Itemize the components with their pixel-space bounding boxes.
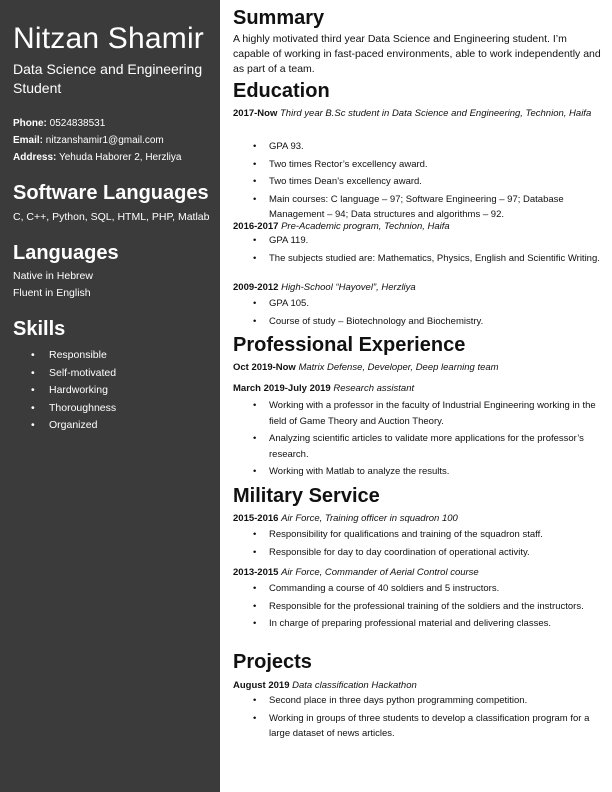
skill-item: Hardworking: [13, 382, 116, 400]
experience-bullets: Working with a professor in the faculty …: [233, 398, 605, 482]
project-entry-header: August 2019 Data classification Hackatho…: [233, 678, 605, 694]
entry-title: High-School “Hayovel”, Herzliya: [281, 282, 416, 293]
entry-date: August 2019: [233, 680, 290, 691]
address-value: Yehuda Haborer 2, Herzliya: [58, 152, 182, 163]
entry-title: Air Force, Training officer in squadron …: [281, 513, 458, 524]
contact-address: Address: Yehuda Haborer 2, Herzliya: [13, 149, 181, 166]
skill-item: Self-motivated: [13, 365, 116, 383]
bullet-item: Two times Rector’s excellency award.: [233, 157, 605, 173]
experience-entry-header: Oct 2019-Now Matrix Defense, Developer, …: [233, 360, 605, 376]
candidate-name: Nitzan Shamir: [13, 22, 204, 55]
bullet-item: Commanding a course of 40 soldiers and 5…: [233, 581, 605, 597]
entry-date: 2016-2017: [233, 221, 279, 232]
bullet-item: Second place in three days python progra…: [233, 693, 605, 709]
languages-heading: Languages: [13, 242, 119, 264]
experience-entry-header: March 2019-July 2019 Research assistant: [233, 381, 605, 397]
bullet-item: Responsibility for qualifications and tr…: [233, 527, 605, 543]
email-value: nitzanshamir1@gmail.com: [45, 135, 164, 146]
military-heading: Military Service: [233, 485, 380, 507]
project-bullets: Second place in three days python progra…: [233, 693, 605, 744]
military-entry-header: 2015-2016 Air Force, Training officer in…: [233, 511, 605, 527]
bullet-item: Analyzing scientific articles to validat…: [233, 431, 605, 462]
skills-heading: Skills: [13, 318, 66, 340]
contact-phone: Phone: 0524838531: [13, 115, 181, 132]
education-bullets: GPA 93. Two times Rector’s excellency aw…: [233, 139, 605, 225]
experience-heading: Professional Experience: [233, 334, 466, 356]
bullet-item: Working with a professor in the faculty …: [233, 398, 605, 429]
entry-date: 2015-2016: [233, 513, 279, 524]
education-entry-header: 2016-2017 Pre-Academic program, Technion…: [233, 219, 605, 235]
language-item: Fluent in English: [13, 287, 91, 299]
entry-date: 2009-2012: [233, 282, 279, 293]
skill-item: Thoroughness: [13, 400, 116, 418]
entry-date: Oct 2019-Now: [233, 362, 296, 373]
entry-title: Third year B.Sc student in Data Science …: [280, 108, 592, 119]
entry-title: Matrix Defense, Developer, Deep learning…: [298, 362, 499, 373]
email-label: Email:: [13, 135, 44, 146]
entry-date: March 2019-July 2019: [233, 383, 331, 394]
bullet-item: Two times Dean’s excellency award.: [233, 174, 605, 190]
language-item: Native in Hebrew: [13, 270, 93, 282]
skills-list: Responsible Self-motivated Hardworking T…: [13, 347, 116, 435]
address-label: Address:: [13, 152, 57, 163]
sidebar: Nitzan Shamir Data Science and Engineeri…: [0, 0, 220, 792]
bullet-item: Working with Matlab to analyze the resul…: [233, 464, 605, 480]
bullet-item: Course of study – Biotechnology and Bioc…: [233, 314, 605, 330]
bullet-item: Main courses: C language – 97; Software …: [233, 192, 605, 223]
summary-text: A highly motivated third year Data Scien…: [233, 33, 601, 75]
military-entry-header: 2013-2015 Air Force, Commander of Aerial…: [233, 565, 605, 581]
contact-email: Email: nitzanshamir1@gmail.com: [13, 132, 181, 149]
entry-title: Pre-Academic program, Technion, Haifa: [281, 221, 450, 232]
entry-date: 2013-2015: [233, 567, 279, 578]
contact-block: Phone: 0524838531 Email: nitzanshamir1@g…: [13, 115, 181, 166]
entry-title: Air Force, Commander of Aerial Control c…: [281, 567, 479, 578]
phone-label: Phone:: [13, 118, 47, 129]
bullet-item: GPA 93.: [233, 139, 605, 155]
bullet-item: The subjects studied are: Mathematics, P…: [233, 251, 605, 267]
military-bullets: Commanding a course of 40 soldiers and 5…: [233, 581, 605, 634]
entry-title: Data classification Hackathon: [292, 680, 417, 691]
bullet-item: Responsible for day to day coordination …: [233, 545, 605, 561]
summary-heading: Summary: [233, 7, 325, 29]
bullet-item: Responsible for the professional trainin…: [233, 599, 605, 615]
military-bullets: Responsibility for qualifications and tr…: [233, 527, 605, 562]
entry-date: 2017-Now: [233, 108, 278, 119]
software-heading: Software Languages: [13, 182, 209, 204]
candidate-subtitle: Data Science and Engineering Student: [13, 61, 203, 96]
education-bullets: GPA 105. Course of study – Biotechnology…: [233, 296, 605, 331]
bullet-item: In charge of preparing professional mate…: [233, 616, 605, 632]
education-entry-header: 2009-2012 High-School “Hayovel”, Herzliy…: [233, 280, 605, 296]
projects-heading: Projects: [233, 651, 312, 673]
software-list: C, C++, Python, SQL, HTML, PHP, Matlab: [13, 211, 210, 223]
bullet-item: Working in groups of three students to d…: [233, 711, 605, 742]
skill-item: Organized: [13, 417, 116, 435]
education-bullets: GPA 119. The subjects studied are: Mathe…: [233, 233, 605, 268]
languages-list: Native in Hebrew Fluent in English: [13, 268, 93, 302]
entry-title: Research assistant: [333, 383, 415, 394]
skill-item: Responsible: [13, 347, 116, 365]
bullet-item: GPA 119.: [233, 233, 605, 249]
education-heading: Education: [233, 80, 330, 102]
education-entry-header: 2017-Now Third year B.Sc student in Data…: [233, 106, 605, 122]
bullet-item: GPA 105.: [233, 296, 605, 312]
phone-value: 0524838531: [49, 118, 106, 129]
